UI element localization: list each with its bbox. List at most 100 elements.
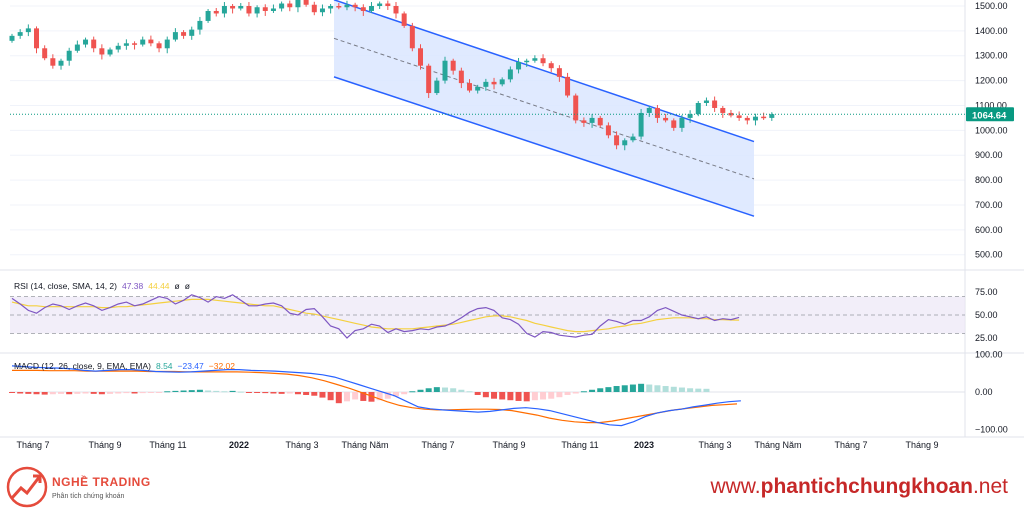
candle-body bbox=[50, 58, 56, 66]
macd-histogram-bar bbox=[327, 392, 334, 401]
macd-tick-label: 0.00 bbox=[975, 387, 993, 397]
candle-body bbox=[344, 4, 350, 8]
candle-body bbox=[230, 6, 236, 9]
macd-histogram-bar bbox=[41, 392, 48, 395]
regression-channel[interactable] bbox=[333, 0, 755, 217]
candle-body bbox=[671, 120, 677, 128]
brand-name: NGHỀ TRADING bbox=[52, 475, 151, 489]
candle-body bbox=[140, 39, 146, 45]
candle-body bbox=[703, 100, 709, 103]
macd-histogram-bar bbox=[499, 392, 506, 400]
candle-body bbox=[401, 13, 407, 26]
candle-body bbox=[156, 43, 162, 49]
candle-body bbox=[679, 117, 685, 128]
price-tick-label: 1100.00 bbox=[975, 100, 1007, 110]
footer-banner: NGHỀ TRADING Phân tích chứng khoán www.p… bbox=[0, 462, 1024, 512]
candle-body bbox=[548, 63, 554, 69]
candle-body bbox=[328, 6, 334, 9]
candle-body bbox=[736, 115, 742, 118]
time-tick-label: Tháng 3 bbox=[285, 440, 318, 450]
rsi-tick-label: 50.00 bbox=[975, 310, 998, 320]
candle-body bbox=[565, 76, 571, 96]
website-link[interactable]: www.phantichchungkhoan.net bbox=[710, 475, 1008, 499]
candle-body bbox=[34, 28, 40, 49]
price-tick-label: 1200.00 bbox=[975, 76, 1008, 86]
candle-body bbox=[311, 4, 317, 13]
macd-histogram-bar bbox=[164, 391, 171, 393]
macd-histogram-bar bbox=[597, 388, 604, 392]
candle-body bbox=[499, 79, 505, 85]
macd-histogram-bar bbox=[589, 389, 596, 392]
macd-histogram-bar bbox=[25, 392, 32, 394]
last-price-badge bbox=[966, 107, 1014, 122]
time-tick-label: 2023 bbox=[634, 440, 654, 450]
time-tick-label: Tháng 9 bbox=[905, 440, 938, 450]
candle-body bbox=[246, 6, 252, 14]
macd-histogram-bar bbox=[115, 392, 122, 394]
candle-body bbox=[605, 125, 611, 136]
time-tick-label: Tháng 11 bbox=[561, 440, 598, 450]
macd-histogram-bar bbox=[254, 392, 261, 393]
macd-histogram-bar bbox=[66, 392, 73, 395]
candle-body bbox=[483, 81, 489, 87]
macd-histogram-bar bbox=[221, 391, 228, 393]
macd-histogram-bar bbox=[17, 392, 24, 394]
macd-histogram-bar bbox=[90, 392, 97, 394]
brand-tagline: Phân tích chứng khoán bbox=[52, 493, 125, 500]
macd-tick-label: −100.00 bbox=[975, 424, 1008, 434]
macd-histogram-bar bbox=[450, 388, 457, 392]
price-tick-label: 1000.00 bbox=[975, 125, 1008, 135]
macd-histogram-bar bbox=[131, 392, 138, 394]
candle-body bbox=[287, 3, 293, 8]
candle-body bbox=[352, 4, 358, 8]
candle-body bbox=[25, 28, 31, 33]
macd-histogram-bar bbox=[572, 392, 579, 394]
candle-body bbox=[254, 7, 260, 14]
candle-body bbox=[475, 86, 481, 91]
macd-histogram-bar bbox=[491, 392, 498, 399]
candle-body bbox=[467, 83, 473, 91]
candle-body bbox=[581, 120, 587, 123]
price-tick-label: 600.00 bbox=[975, 225, 1003, 235]
candle-body bbox=[270, 8, 276, 11]
candle-body bbox=[58, 60, 64, 66]
candle-body bbox=[213, 10, 219, 14]
candle-body bbox=[115, 45, 121, 50]
macd-histogram-bar bbox=[229, 390, 236, 392]
candle-body bbox=[638, 112, 644, 137]
macd-legend: MACD (12, 26, close, 9, EMA, EMA) 8.54 −23… bbox=[14, 361, 235, 371]
candle-body bbox=[646, 107, 652, 113]
macd-histogram-bar bbox=[74, 392, 81, 394]
candle-body bbox=[409, 25, 415, 49]
candle-body bbox=[418, 48, 423, 66]
candle-body bbox=[17, 32, 23, 36]
candle-body bbox=[434, 80, 440, 94]
candle-body bbox=[720, 107, 726, 113]
macd-histogram-bar bbox=[662, 386, 669, 392]
candle-body bbox=[712, 100, 718, 108]
candle-body bbox=[148, 39, 154, 44]
candle-body bbox=[532, 58, 538, 61]
macd-histogram-bar bbox=[548, 392, 555, 399]
stock-chart[interactable]: 500.00 600.00 700.00 800.00 900.00 1000.00 110… bbox=[0, 0, 1024, 462]
macd-histogram-bar bbox=[466, 391, 473, 393]
time-tick-label: Tháng 3 bbox=[698, 440, 731, 450]
rsi-panel: 25.00 50.00 75.00 bbox=[10, 287, 998, 343]
macd-histogram-bar bbox=[147, 392, 154, 393]
candle-body bbox=[556, 68, 562, 77]
price-axis: 500.00 600.00 700.00 800.00 900.00 1000.00 110… bbox=[966, 1, 1014, 260]
macd-histogram-bar bbox=[270, 392, 277, 394]
macd-histogram-bar bbox=[703, 388, 710, 392]
candle-body bbox=[319, 8, 325, 13]
time-tick-label: Tháng 11 bbox=[149, 440, 186, 450]
price-tick-label: 1500.00 bbox=[975, 1, 1008, 11]
candle-body bbox=[744, 117, 750, 121]
macd-histogram-bar bbox=[629, 384, 636, 392]
candle-body bbox=[589, 117, 595, 123]
candle-body bbox=[663, 117, 669, 121]
macd-histogram-bar bbox=[646, 384, 653, 392]
rsi-legend-value: ø bbox=[175, 281, 180, 291]
macd-histogram-bar bbox=[196, 389, 203, 392]
macd-histogram-bar bbox=[262, 392, 269, 394]
candle-body bbox=[99, 48, 105, 55]
